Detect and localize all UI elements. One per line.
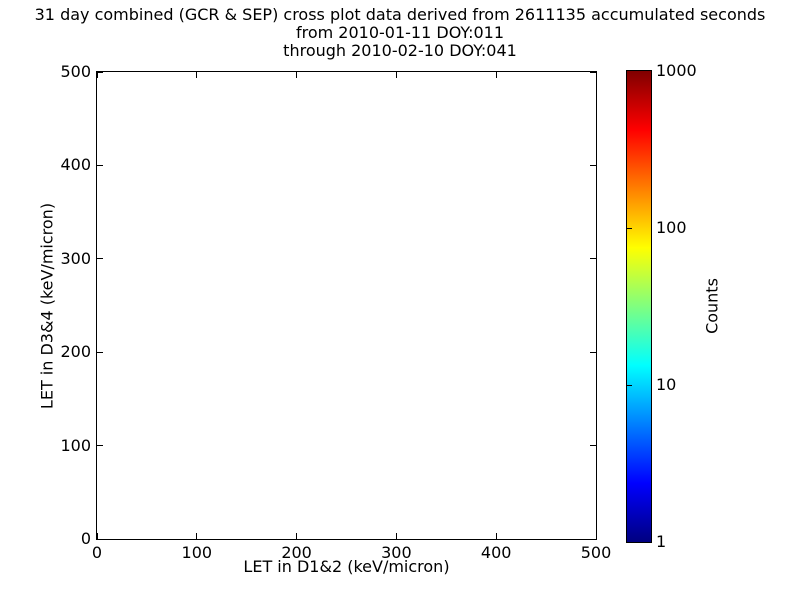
colorbar <box>626 70 652 543</box>
colorbar-gradient <box>627 71 651 542</box>
y-tick-mark <box>97 351 103 353</box>
x-tick-mark-top <box>595 72 597 78</box>
y-tick-mark <box>97 71 103 73</box>
y-tick-mark <box>97 445 103 447</box>
x-tick-label: 400 <box>480 543 512 562</box>
chart-title-line-2: from 2010-01-11 DOY:011 <box>295 23 504 42</box>
x-tick-label: 500 <box>580 543 612 562</box>
colorbar-tick-label: 10 <box>656 375 677 394</box>
chart-title-line-3: through 2010-02-10 DOY:041 <box>283 41 517 60</box>
colorbar-label: Counts <box>702 278 722 334</box>
x-tick-label: 100 <box>181 543 213 562</box>
x-tick-mark-top <box>196 72 198 78</box>
chart-title-line-1: 31 day combined (GCR & SEP) cross plot d… <box>34 5 766 24</box>
x-tick-mark <box>395 533 397 539</box>
plot-frame <box>96 71 597 540</box>
y-tick-label: 0 <box>80 529 91 548</box>
colorbar-tick-mark <box>627 227 632 229</box>
y-tick-label: 500 <box>60 62 91 81</box>
y-tick-mark <box>97 538 103 540</box>
x-tick-mark-top <box>495 72 497 78</box>
colorbar-tick-label: 1000 <box>656 61 697 80</box>
y-tick-label: 200 <box>60 342 91 362</box>
x-tick-mark-top <box>296 72 298 78</box>
y-tick-mark-right <box>590 538 596 540</box>
x-tick-mark <box>595 533 597 539</box>
colorbar-tick-label: 100 <box>656 218 687 237</box>
x-tick-mark-top <box>96 72 98 78</box>
x-tick-mark-top <box>395 72 397 78</box>
y-tick-mark-right <box>590 351 596 353</box>
y-tick-mark <box>97 164 103 166</box>
x-axis-label: LET in D1&2 (keV/micron) <box>243 557 450 576</box>
x-tick-mark <box>296 533 298 539</box>
x-tick-label: 0 <box>91 543 103 562</box>
x-tick-mark <box>96 533 98 539</box>
x-tick-label: 300 <box>381 543 412 562</box>
y-tick-label: 300 <box>60 248 91 268</box>
x-tick-mark <box>495 533 497 539</box>
y-axis-label: LET in D3&4 (keV/micron) <box>37 202 57 410</box>
y-tick-label: 100 <box>60 435 91 455</box>
y-tick-mark <box>97 258 103 260</box>
x-tick-label: 200 <box>281 543 312 562</box>
y-tick-label: 400 <box>60 155 91 175</box>
y-tick-mark-right <box>590 164 596 166</box>
colorbar-tick-label: 1 <box>656 532 667 551</box>
x-tick-mark <box>196 533 198 539</box>
y-tick-mark-right <box>590 445 596 447</box>
colorbar-tick-mark <box>627 384 632 386</box>
y-tick-mark-right <box>590 71 596 73</box>
y-tick-mark-right <box>590 258 596 260</box>
